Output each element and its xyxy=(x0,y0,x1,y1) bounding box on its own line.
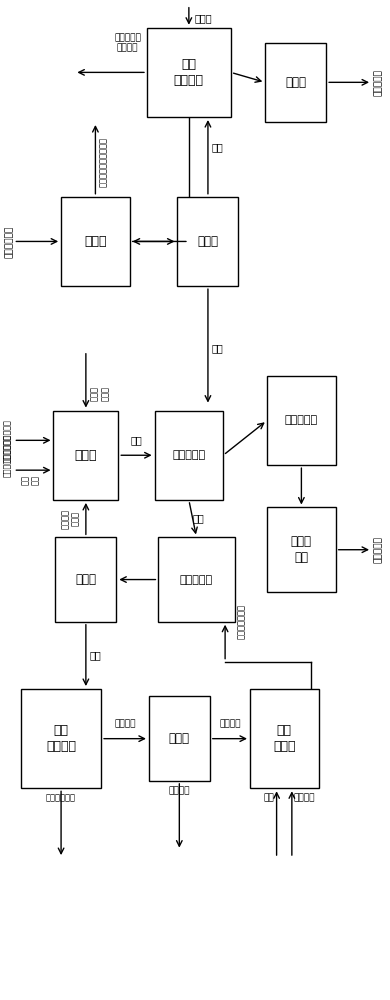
Text: 干燥器: 干燥器 xyxy=(285,76,306,89)
FancyBboxPatch shape xyxy=(267,376,336,465)
Text: 氟硅酸铵热溶液: 氟硅酸铵热溶液 xyxy=(237,604,246,639)
Text: 含氟富液: 含氟富液 xyxy=(114,720,136,729)
Text: 气氨: 气氨 xyxy=(264,793,275,802)
Text: 反应尾气去喷射中和器: 反应尾气去喷射中和器 xyxy=(99,137,108,187)
Text: 蒸发浓缩器: 蒸发浓缩器 xyxy=(285,415,318,425)
Text: 压滤机: 压滤机 xyxy=(197,235,218,248)
Text: 压滤机: 压滤机 xyxy=(169,732,190,745)
Text: 压滤机: 压滤机 xyxy=(75,573,96,586)
Text: 冷却结晶器: 冷却结晶器 xyxy=(180,575,213,585)
Text: 母液: 母液 xyxy=(90,650,101,660)
Text: 液相: 液相 xyxy=(193,514,204,524)
FancyBboxPatch shape xyxy=(154,410,223,500)
Text: 反应尾气: 反应尾气 xyxy=(294,793,315,802)
Text: 工艺水: 工艺水 xyxy=(195,13,212,23)
FancyBboxPatch shape xyxy=(53,410,118,500)
Text: 蒸发浓缩器: 蒸发浓缩器 xyxy=(172,450,206,460)
FancyBboxPatch shape xyxy=(177,197,238,286)
Text: 喷射
中和器: 喷射 中和器 xyxy=(273,724,296,753)
Text: 反应器: 反应器 xyxy=(84,235,106,248)
FancyBboxPatch shape xyxy=(149,696,210,781)
FancyBboxPatch shape xyxy=(158,537,235,622)
Text: 氟化钾产品: 氟化钾产品 xyxy=(374,536,383,563)
Text: 溶解液来自逆流洗涤: 溶解液来自逆流洗涤 xyxy=(3,434,12,477)
Text: 含氟滤液: 含氟滤液 xyxy=(219,720,241,729)
FancyBboxPatch shape xyxy=(21,689,101,788)
FancyBboxPatch shape xyxy=(147,28,231,117)
Text: 氟硅酸铵
铵结晶: 氟硅酸铵 铵结晶 xyxy=(61,509,80,529)
Text: 溶解液来自逆流洗涤: 溶解液来自逆流洗涤 xyxy=(3,419,12,462)
FancyBboxPatch shape xyxy=(250,689,319,788)
FancyBboxPatch shape xyxy=(61,197,130,286)
FancyBboxPatch shape xyxy=(265,43,326,122)
Text: 液相: 液相 xyxy=(212,343,223,353)
Text: 低压
蒸汽: 低压 蒸汽 xyxy=(21,475,40,485)
FancyBboxPatch shape xyxy=(267,507,336,592)
Text: 三级
逆流洗涤: 三级 逆流洗涤 xyxy=(174,58,204,87)
Text: 液相: 液相 xyxy=(131,435,142,445)
Text: 氢氧化钾溶液: 氢氧化钾溶液 xyxy=(5,225,14,258)
Text: 磷肥含氟尾气: 磷肥含氟尾气 xyxy=(46,793,76,802)
Text: 固体炭黑: 固体炭黑 xyxy=(168,786,190,795)
Text: 固相: 固相 xyxy=(212,142,223,152)
Text: 氟硅酸
热溶液: 氟硅酸 热溶液 xyxy=(90,386,110,401)
FancyBboxPatch shape xyxy=(55,537,116,622)
Text: 一次洗涤液
去溶解槽: 一次洗涤液 去溶解槽 xyxy=(114,33,141,52)
Text: 磷肥
吸收系统: 磷肥 吸收系统 xyxy=(46,724,76,753)
Text: 溶解槽: 溶解槽 xyxy=(74,449,97,462)
Text: 喷雾干
燥器: 喷雾干 燥器 xyxy=(291,535,312,564)
Text: 白炭黑产品: 白炭黑产品 xyxy=(374,69,383,96)
